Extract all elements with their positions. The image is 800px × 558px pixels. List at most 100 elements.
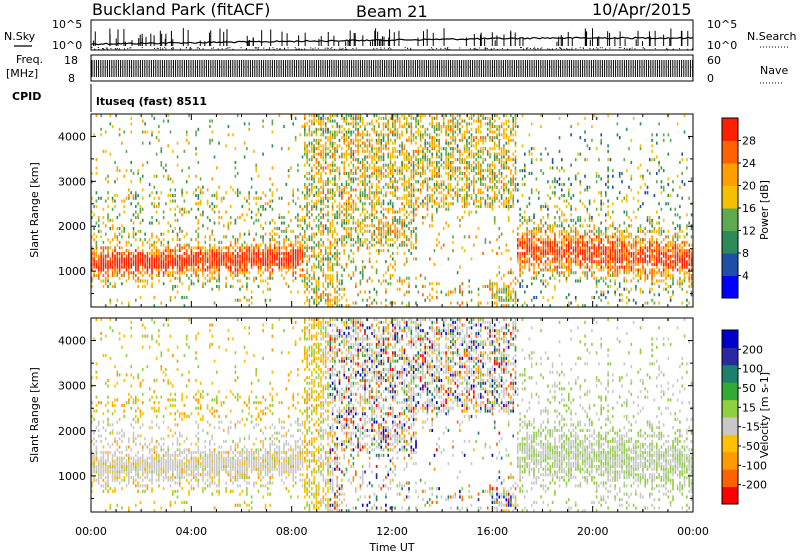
power-cell — [522, 255, 524, 258]
power-cell — [320, 164, 322, 167]
power-cell — [336, 147, 338, 150]
power-cell — [506, 150, 508, 153]
power-cell — [515, 142, 517, 145]
power-cell — [471, 150, 473, 153]
power-cell — [455, 166, 457, 169]
power-cell — [346, 155, 348, 158]
power-cell — [390, 202, 392, 205]
power-cell — [383, 155, 385, 158]
power-cell — [371, 161, 373, 164]
power-cell — [413, 155, 415, 158]
power-cell — [239, 233, 241, 236]
power-cell — [316, 131, 318, 134]
power-cell — [411, 177, 413, 180]
power-cell — [262, 238, 264, 241]
power-cell — [147, 131, 149, 134]
power-cell — [499, 266, 501, 269]
power-cell — [200, 191, 202, 194]
power-cell — [100, 263, 102, 266]
power-cell — [325, 194, 327, 197]
power-cell — [473, 180, 475, 183]
power-cell — [110, 282, 112, 285]
power-cell — [214, 257, 216, 260]
power-cell — [406, 260, 408, 263]
power-cell — [464, 188, 466, 191]
power-cell — [123, 227, 125, 230]
power-cell — [406, 166, 408, 169]
power-cell — [492, 139, 494, 142]
power-cell — [334, 142, 336, 145]
power-cell — [387, 233, 389, 236]
power-cell — [429, 169, 431, 172]
power-cell — [211, 266, 213, 269]
power-cell — [142, 197, 144, 200]
power-cell — [353, 164, 355, 167]
power-cell — [339, 293, 341, 296]
power-cell — [325, 288, 327, 291]
power-cell — [515, 158, 517, 161]
power-cell — [191, 249, 193, 252]
power-cell — [304, 252, 306, 255]
power-cell — [283, 244, 285, 247]
power-cell — [478, 164, 480, 167]
power-cell — [165, 164, 167, 167]
power-cell — [105, 233, 107, 236]
power-cell — [413, 161, 415, 164]
power-cell — [272, 144, 274, 147]
power-cell — [404, 213, 406, 216]
power-cell — [313, 277, 315, 280]
power-cell — [248, 128, 250, 131]
power-cell — [343, 188, 345, 191]
power-cell — [246, 268, 248, 271]
power-cell — [360, 188, 362, 191]
power-cell — [371, 224, 373, 227]
power-cell — [218, 268, 220, 271]
power-cell — [499, 144, 501, 147]
power-cell — [522, 194, 524, 197]
power-cell — [427, 177, 429, 180]
power-cell — [399, 288, 401, 291]
power-cell — [230, 285, 232, 288]
power-cell — [438, 175, 440, 178]
power-cell — [464, 235, 466, 238]
power-cell — [362, 172, 364, 175]
power-cell — [230, 255, 232, 258]
power-cell — [316, 299, 318, 302]
power-cell — [147, 266, 149, 269]
power-cell — [480, 302, 482, 305]
power-cell — [443, 194, 445, 197]
power-cell — [209, 142, 211, 145]
power-cell — [367, 194, 369, 197]
power-cell — [468, 202, 470, 205]
power-cell — [320, 180, 322, 183]
power-cell — [244, 255, 246, 258]
power-cell — [309, 164, 311, 167]
power-cell — [378, 139, 380, 142]
power-cell — [258, 246, 260, 249]
power-cell — [348, 197, 350, 200]
power-cell — [387, 222, 389, 225]
power-cell — [515, 144, 517, 147]
power-cell — [415, 131, 417, 134]
power-cell — [462, 172, 464, 175]
power-cell — [413, 164, 415, 167]
nsearch-dot — [172, 47, 173, 48]
power-cell — [265, 208, 267, 211]
power-cell — [151, 133, 153, 136]
power-cell — [216, 255, 218, 258]
power-cell — [408, 202, 410, 205]
power-cell — [343, 252, 345, 255]
power-cell — [411, 219, 413, 222]
power-cell — [272, 260, 274, 263]
power-cell — [195, 153, 197, 156]
power-cell — [531, 282, 533, 285]
nsearch-dot — [502, 48, 503, 49]
nsearch-dot — [256, 47, 257, 48]
power-cell — [466, 161, 468, 164]
power-cell — [369, 296, 371, 299]
power-cell — [309, 216, 311, 219]
power-cell — [471, 128, 473, 131]
power-cell — [420, 191, 422, 194]
power-cell — [390, 282, 392, 285]
power-cell — [269, 274, 271, 277]
